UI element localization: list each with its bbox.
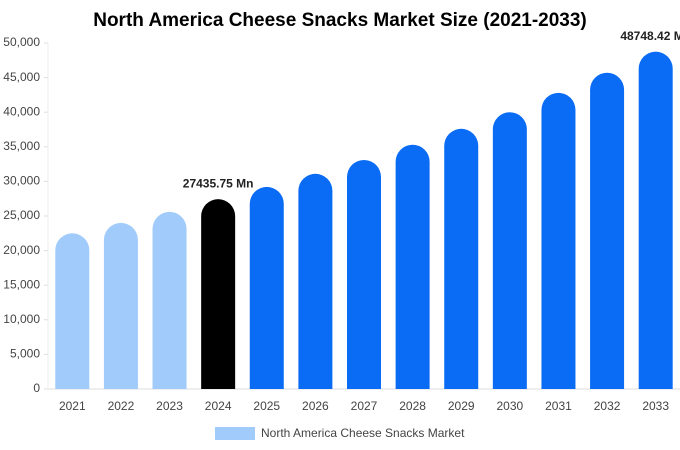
- y-tick-label: 50,000: [3, 35, 40, 49]
- y-tick-label: 20,000: [3, 243, 40, 257]
- x-tick-label: 2027: [351, 399, 378, 413]
- value-label: 27435.75 Mn: [183, 176, 254, 190]
- y-tick-label: 45,000: [3, 70, 40, 84]
- x-tick-label: 2021: [59, 399, 86, 413]
- bar: [152, 211, 187, 389]
- bar: [541, 92, 576, 389]
- value-label: 48748.42 Mn: [620, 29, 680, 43]
- x-tick-label: 2031: [545, 399, 572, 413]
- y-tick-label: 10,000: [3, 312, 40, 326]
- bar: [444, 128, 479, 390]
- legend-label: North America Cheese Snacks Market: [261, 426, 465, 440]
- y-tick-label: 5,000: [10, 347, 40, 361]
- bar: [201, 199, 236, 389]
- y-tick-label: 0: [33, 381, 40, 395]
- bar: [347, 159, 381, 389]
- bar: [492, 112, 527, 389]
- bar: [103, 222, 138, 389]
- x-tick-label: 2022: [108, 399, 135, 413]
- chart-title: North America Cheese Snacks Market Size …: [93, 10, 587, 31]
- x-tick-label: 2029: [448, 399, 475, 413]
- x-tick-label: 2023: [156, 399, 183, 413]
- y-tick-label: 30,000: [3, 174, 40, 188]
- x-tick-label: 2025: [253, 399, 280, 413]
- x-tick-label: 2028: [399, 399, 426, 413]
- x-tick-label: 2024: [205, 399, 232, 413]
- x-tick-label: 2030: [496, 399, 523, 413]
- y-tick-label: 25,000: [3, 208, 40, 222]
- bar: [55, 233, 90, 389]
- x-tick-label: 2033: [642, 399, 669, 413]
- bar: [249, 186, 284, 389]
- bar: [590, 72, 625, 390]
- y-tick-label: 35,000: [3, 139, 40, 153]
- y-tick-label: 15,000: [3, 277, 40, 291]
- legend-swatch: [215, 427, 255, 440]
- x-tick-label: 2026: [302, 399, 329, 413]
- y-tick-label: 40,000: [3, 104, 40, 118]
- bar: [638, 51, 673, 389]
- bar: [298, 173, 333, 389]
- x-tick-label: 2032: [594, 399, 621, 413]
- bar: [395, 144, 430, 389]
